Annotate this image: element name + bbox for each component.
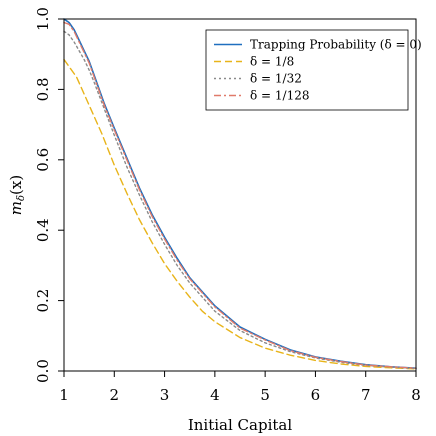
series-line-1 <box>63 58 417 370</box>
legend-label-2: δ = 1/32 <box>250 72 302 86</box>
x-tick-label-1: 2 <box>110 386 120 404</box>
y-tick-label-0: 0.0 <box>34 359 52 383</box>
legend-label-3: δ = 1/128 <box>250 89 310 103</box>
plot-frame <box>63 18 417 372</box>
x-tick-label-0: 1 <box>59 386 69 404</box>
y-axis-label-base: m <box>7 201 25 215</box>
x-axis-label: Initial Capital <box>188 416 293 434</box>
ticks-layer: 1 2 3 4 5 6 7 8 0.0 0.2 0.4 0.6 0.8 1.0 <box>34 7 421 404</box>
series-line-2 <box>63 30 417 370</box>
x-tick-label-5: 6 <box>311 386 321 404</box>
series-layer <box>63 18 417 370</box>
x-tick-label-6: 7 <box>361 386 371 404</box>
legend-label-1: δ = 1/8 <box>250 55 294 69</box>
y-axis-label-arg: (x) <box>7 175 25 195</box>
legend-box <box>205 29 409 111</box>
y-tick-label-2: 0.4 <box>34 218 52 242</box>
y-tick-label-4: 0.8 <box>34 77 52 101</box>
x-tick-label-2: 3 <box>160 386 170 404</box>
y-tick-label-3: 0.6 <box>34 148 52 172</box>
x-tick-label-7: 8 <box>411 386 421 404</box>
x-tick-label-3: 4 <box>210 386 220 404</box>
legend: Trapping Probability (δ = 0) δ = 1/8 δ = 1… <box>205 29 422 111</box>
x-tick-label-4: 5 <box>260 386 270 404</box>
y-axis-label-sub: δ <box>16 195 27 201</box>
legend-label-0: Trapping Probability (δ = 0) <box>250 38 422 52</box>
y-tick-label-5: 1.0 <box>34 7 52 31</box>
y-axis-label: mδ(x) <box>7 175 27 215</box>
series-line-3 <box>63 21 417 369</box>
y-tick-label-1: 0.2 <box>34 289 52 313</box>
